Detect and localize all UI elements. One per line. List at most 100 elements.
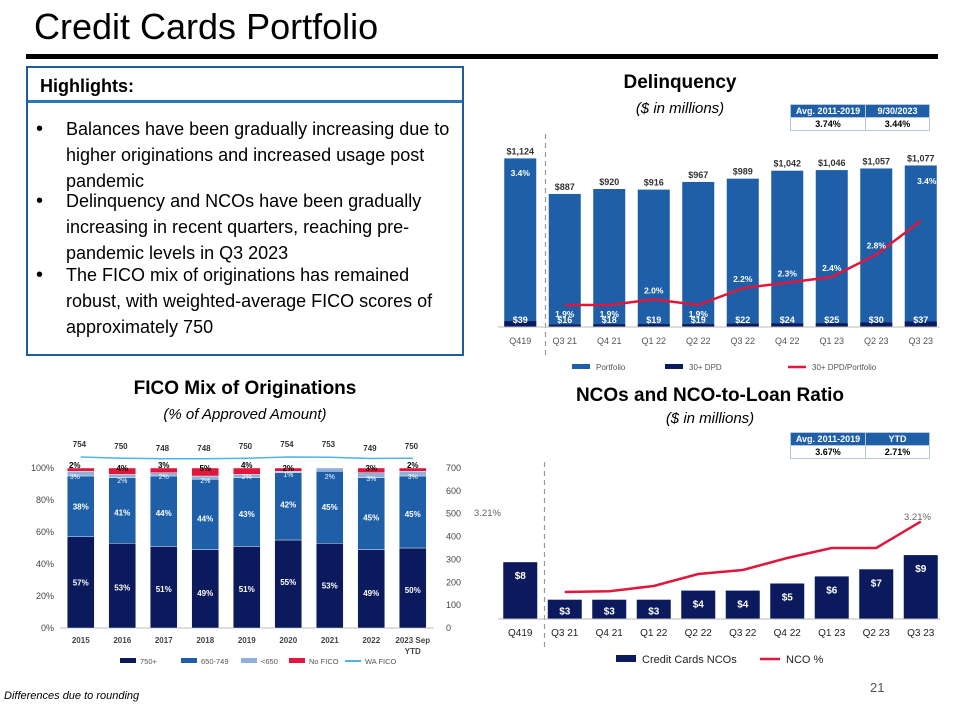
- dpd-label: $25: [824, 315, 839, 325]
- delinquency-title: Delinquency: [623, 72, 737, 93]
- no-fico-label: 4%: [116, 464, 128, 473]
- portfolio-bar: [593, 189, 626, 327]
- dpd-bar: [860, 322, 893, 327]
- fico-650-749-segment: [316, 471, 344, 544]
- nco-bar: [547, 599, 582, 619]
- fico-750-plus-segment: [67, 536, 95, 629]
- fico-650-749-label: 45%: [405, 510, 421, 519]
- fico-650-749-label: 41%: [114, 508, 130, 517]
- x-tick-label: Q419: [508, 628, 533, 639]
- fico-under-650-label: 2%: [117, 478, 127, 485]
- nco-bar-label: $5: [782, 593, 794, 604]
- wa-fico-label: 749: [363, 444, 377, 453]
- portfolio-label: $920: [599, 177, 619, 187]
- nco-bar: [814, 576, 849, 619]
- fico-750-plus-segment: [316, 542, 344, 629]
- x-tick-label: Q4 22: [774, 628, 802, 639]
- nco-bar-label: $8: [515, 571, 527, 582]
- legend-swatch: [289, 658, 305, 663]
- dpd-bar: [771, 323, 804, 327]
- highlight-bullet: • The FICO mix of originations has remai…: [36, 262, 458, 340]
- y-right-tick: 500: [446, 509, 461, 519]
- no-fico-label: 2%: [407, 461, 419, 470]
- fico-under-650-label: 3%: [70, 474, 80, 481]
- x-tick-label: 2019: [238, 636, 256, 645]
- x-tick-label: 2023 Sep: [395, 636, 430, 645]
- no-fico-segment: [108, 467, 136, 475]
- legend-label: 750+: [140, 657, 158, 666]
- nco-avg-table: Avg. 2011-2019 YTD 3.67% 2.71%: [790, 432, 930, 459]
- dpd-bar: [815, 323, 848, 327]
- footnote: Differences due to rounding: [4, 690, 140, 702]
- avg-table-value: 3.74%: [790, 117, 866, 131]
- nco-bar-label: $4: [693, 600, 705, 611]
- dpd-ratio-label: 3.4%: [917, 176, 937, 186]
- no-fico-segment: [233, 467, 261, 475]
- no-fico-segment: [67, 467, 95, 472]
- dpd-label: $39: [513, 315, 528, 325]
- legend-swatch: [616, 655, 636, 662]
- dpd-bar: [726, 323, 759, 327]
- fico-650-749-segment: [67, 475, 95, 537]
- nco-pct-line: [564, 520, 922, 594]
- avg-table-header: YTD: [865, 432, 930, 446]
- avg-table-value: 3.67%: [790, 445, 866, 459]
- fico-under-650-label: 2%: [325, 474, 335, 481]
- fico-under-650-label: 1%: [283, 472, 293, 479]
- wa-fico-label: 750: [239, 442, 253, 451]
- wa-fico-label: 748: [197, 444, 211, 453]
- nco-bar-label: $9: [915, 564, 927, 575]
- x-tick-label: Q3 23: [908, 336, 933, 346]
- y-right-tick: 100: [446, 600, 461, 610]
- fico-650-749-label: 44%: [156, 509, 172, 518]
- legend-label: Credit Cards NCOs: [642, 654, 737, 666]
- fico-under-650-label: 2%: [242, 474, 252, 481]
- portfolio-label: $1,046: [818, 158, 846, 168]
- fico-650-749-segment: [150, 475, 178, 547]
- nco-bar: [592, 599, 627, 619]
- dpd-bar: [637, 324, 670, 327]
- fico-750-plus-label: 51%: [156, 585, 172, 594]
- x-tick-label: 2018: [196, 636, 214, 645]
- nco-pct-label: 3.21%: [904, 512, 931, 523]
- fico-mix-chart: 0% 20% 40% 60% 80% 100% 0 100 200 300 400 500 600 700…: [31, 440, 461, 666]
- x-tick-label: Q2 22: [685, 628, 713, 639]
- highlight-bullet: • Delinquency and NCOs have been gradual…: [36, 188, 458, 266]
- x-tick-label: Q2 23: [864, 336, 889, 346]
- dpd-label: $19: [691, 315, 706, 325]
- no-fico-label: 5%: [199, 464, 211, 473]
- no-fico-segment: [357, 467, 385, 474]
- fico-650-749-label: 45%: [363, 514, 379, 523]
- legend-swatch: [572, 364, 590, 369]
- wa-fico-label: 748: [156, 444, 170, 453]
- fico-750-plus-label: 50%: [405, 586, 421, 595]
- no-fico-label: 3%: [158, 461, 170, 470]
- legend-label: 650-749: [201, 657, 229, 666]
- wa-fico-label: 754: [280, 440, 294, 449]
- highlight-bullet: • Balances have been gradually increasin…: [36, 116, 458, 194]
- nco-bar-label: $3: [648, 607, 660, 618]
- dpd-ratio-label: 3.4%: [511, 168, 531, 178]
- dpd-label: $22: [735, 315, 750, 325]
- wa-fico-label: 754: [73, 440, 87, 449]
- bullet-text: Delinquency and NCOs have been gradually…: [66, 191, 422, 263]
- dpd-label: $19: [646, 315, 661, 325]
- fico-650-749-label: 44%: [197, 514, 213, 523]
- fico-750-plus-label: 51%: [239, 585, 255, 594]
- fico-650-749-label: 45%: [322, 503, 338, 512]
- y-right-tick: 0: [446, 623, 451, 633]
- avg-table-header: Avg. 2011-2019: [790, 432, 866, 446]
- no-fico-segment: [399, 467, 427, 472]
- legend-label: 30+ DPD: [689, 363, 722, 372]
- dpd-ratio-label: 1.9%: [689, 309, 709, 319]
- fico-650-749-label: 43%: [239, 510, 255, 519]
- x-tick-label: 2017: [155, 636, 173, 645]
- wa-fico-label: 753: [322, 440, 336, 449]
- portfolio-label: $1,077: [907, 153, 935, 163]
- portfolio-label: $1,124: [506, 146, 534, 156]
- fico-750-plus-label: 53%: [322, 582, 338, 591]
- fico-650-749-segment: [191, 479, 219, 550]
- fico-750-plus-label: 49%: [197, 589, 213, 598]
- avg-table-header: Avg. 2011-2019: [790, 104, 866, 118]
- x-tick-label: Q3 23: [907, 628, 935, 639]
